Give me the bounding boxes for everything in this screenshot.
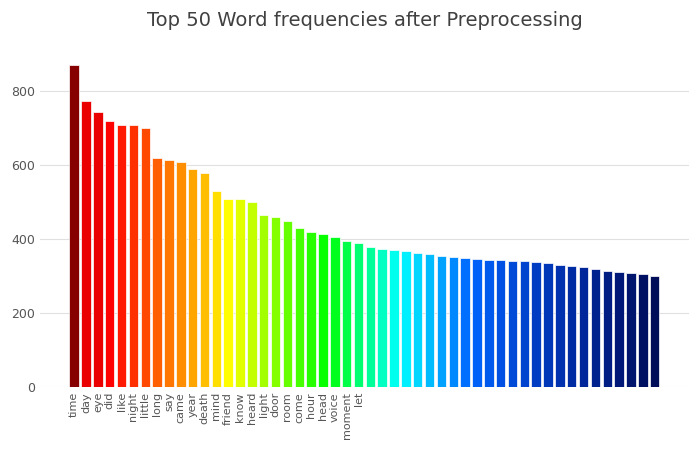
Bar xyxy=(330,238,340,387)
Bar xyxy=(354,243,363,387)
Bar xyxy=(555,265,565,387)
Bar xyxy=(188,169,197,387)
Bar xyxy=(117,125,126,387)
Bar xyxy=(650,276,659,387)
Bar xyxy=(484,260,494,387)
Bar xyxy=(401,251,411,387)
Bar xyxy=(365,247,375,387)
Bar xyxy=(389,250,399,387)
Bar xyxy=(638,274,648,387)
Bar xyxy=(413,253,423,387)
Bar xyxy=(543,263,553,387)
Bar xyxy=(342,241,351,387)
Bar xyxy=(259,215,269,387)
Bar xyxy=(81,100,91,387)
Bar xyxy=(283,221,292,387)
Bar xyxy=(591,269,600,387)
Bar xyxy=(461,258,470,387)
Bar xyxy=(223,198,233,387)
Bar xyxy=(615,272,624,387)
Bar xyxy=(496,260,505,387)
Bar xyxy=(153,158,162,387)
Bar xyxy=(271,217,280,387)
Bar xyxy=(105,121,115,387)
Bar xyxy=(247,202,257,387)
Bar xyxy=(579,267,588,387)
Bar xyxy=(235,199,245,387)
Bar xyxy=(199,173,209,387)
Bar xyxy=(437,256,446,387)
Bar xyxy=(626,273,636,387)
Bar xyxy=(318,234,328,387)
Bar xyxy=(473,259,482,387)
Bar xyxy=(425,254,434,387)
Bar xyxy=(603,270,612,387)
Bar xyxy=(129,125,138,387)
Bar xyxy=(508,261,517,387)
Bar xyxy=(141,128,150,387)
Bar xyxy=(307,232,316,387)
Bar xyxy=(567,266,577,387)
Bar xyxy=(449,257,458,387)
Bar xyxy=(295,228,304,387)
Bar xyxy=(531,262,541,387)
Bar xyxy=(211,191,221,387)
Bar xyxy=(93,112,103,387)
Bar xyxy=(377,249,387,387)
Bar xyxy=(176,162,186,387)
Title: Top 50 Word frequencies after Preprocessing: Top 50 Word frequencies after Preprocess… xyxy=(146,11,582,30)
Bar xyxy=(164,160,174,387)
Bar xyxy=(69,65,79,387)
Bar xyxy=(519,261,529,387)
